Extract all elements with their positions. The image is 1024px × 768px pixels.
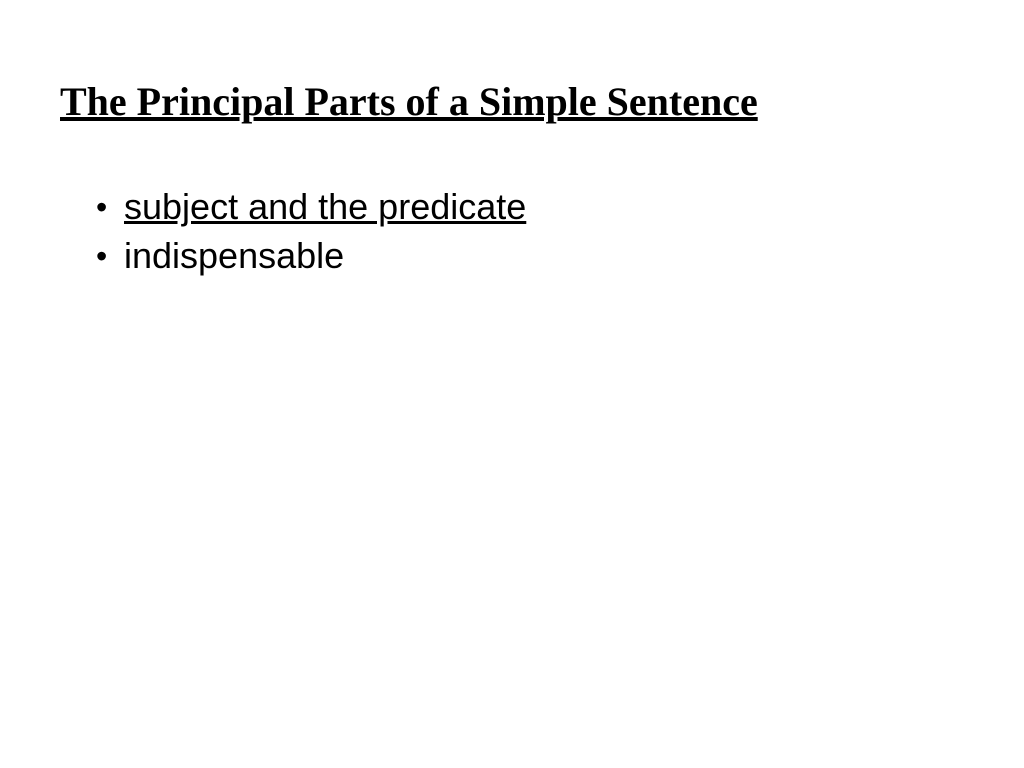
bullet-text: indispensable	[124, 235, 344, 276]
bullet-list: subject and the predicate indispensable	[60, 183, 964, 280]
bullet-text: subject and the predicate	[124, 186, 526, 227]
list-item: subject and the predicate	[96, 183, 964, 232]
list-item: indispensable	[96, 232, 964, 281]
slide-title: The Principal Parts of a Simple Sentence	[60, 78, 964, 125]
